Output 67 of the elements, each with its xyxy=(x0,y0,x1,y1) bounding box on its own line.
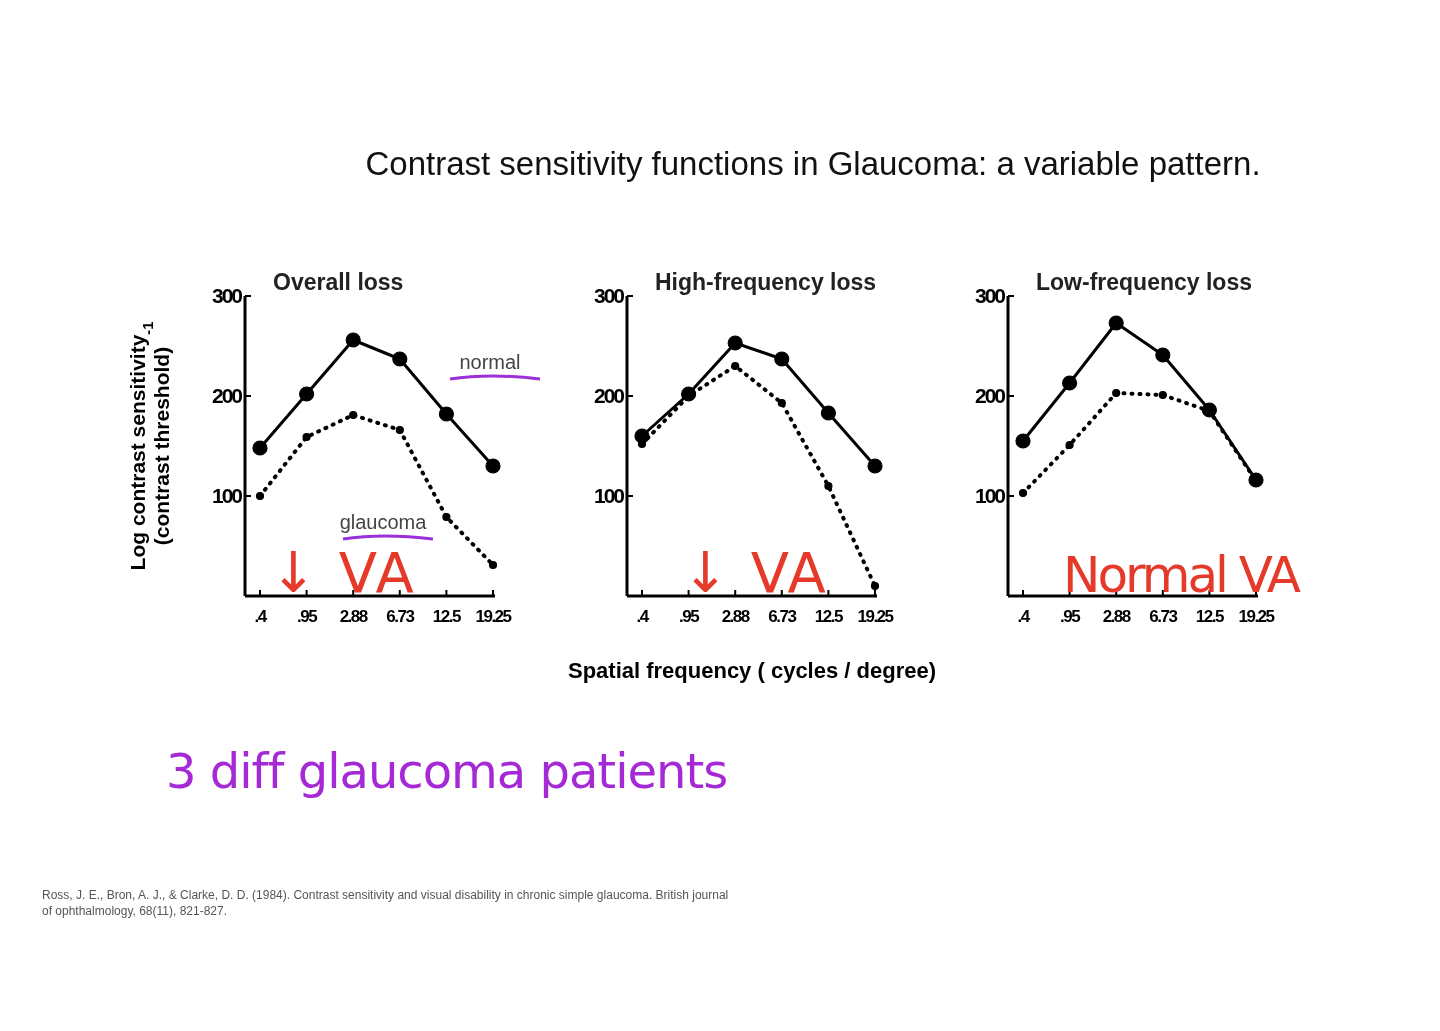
x-tick-label: 19.25 xyxy=(857,607,894,626)
x-tick-label: 6.73 xyxy=(386,607,415,626)
point xyxy=(442,512,451,522)
point xyxy=(299,386,315,402)
y-tick-label: 200 xyxy=(593,384,625,408)
point xyxy=(349,410,358,420)
annotation: ↓ VA xyxy=(682,540,828,605)
point xyxy=(1155,347,1171,363)
x-tick-label: 19.25 xyxy=(475,607,512,626)
chart-title: Overall loss xyxy=(273,269,404,295)
point xyxy=(302,432,311,442)
series-label: normal xyxy=(459,351,521,373)
point xyxy=(395,425,404,435)
chart-title: High-frequency loss xyxy=(655,269,877,295)
point xyxy=(774,351,790,367)
point xyxy=(867,458,883,474)
y-tick-label: 200 xyxy=(211,384,243,408)
x-tick-label: 2.88 xyxy=(339,607,368,626)
y-tick-label: 300 xyxy=(211,284,243,308)
point xyxy=(1065,440,1074,450)
point xyxy=(1018,488,1028,498)
point xyxy=(438,406,454,422)
x-tick-label: 19.25 xyxy=(1238,607,1275,626)
point xyxy=(820,405,836,421)
point xyxy=(1158,390,1167,400)
annotation: Normal VA xyxy=(1063,546,1301,604)
x-tick-label: 2.88 xyxy=(1102,607,1131,626)
point xyxy=(727,335,743,351)
x-tick-label: .95 xyxy=(1060,607,1081,626)
x-tick-label: .95 xyxy=(297,607,318,626)
y-tick-label: 100 xyxy=(211,484,243,508)
y-tick-label: 300 xyxy=(593,284,625,308)
x-tick-label: 12.5 xyxy=(814,607,843,626)
point xyxy=(1062,375,1078,391)
x-tick-label: .4 xyxy=(254,607,268,626)
point xyxy=(488,560,498,570)
x-tick-label: 6.73 xyxy=(1149,607,1178,626)
point xyxy=(392,351,408,367)
point xyxy=(870,581,880,591)
chart-title: Low-frequency loss xyxy=(1036,269,1252,295)
text: Contrast sensitivity functions in Glaucoma: a variable pattern. xyxy=(365,145,1261,182)
point xyxy=(824,481,833,491)
point xyxy=(731,361,740,371)
point xyxy=(485,458,501,474)
x-tick-label: 12.5 xyxy=(432,607,461,626)
x-tick-label: .4 xyxy=(1017,607,1031,626)
point xyxy=(777,398,786,408)
point xyxy=(252,440,268,456)
point xyxy=(345,332,361,348)
text: Ross, J. E., Bron, A. J., & Clarke, D. D. (1984). Contrast sensitivity and visual disability in chronic simple glaucoma. British journal of ophthalmology, 68(11), 821-827. xyxy=(42,888,729,918)
x-tick-label: .95 xyxy=(679,607,700,626)
y-tick-label: 200 xyxy=(974,384,1006,408)
x-axis-title: Spatial frequency ( cycles / degree) xyxy=(567,658,937,683)
annotation: ↓ VA xyxy=(270,540,416,605)
point xyxy=(255,491,265,501)
series-label: glaucoma xyxy=(339,511,428,533)
x-tick-label: 12.5 xyxy=(1195,607,1224,626)
x-tick-label: 2.88 xyxy=(721,607,750,626)
point xyxy=(1015,433,1031,449)
point xyxy=(1112,388,1121,398)
x-tick-label: .4 xyxy=(636,607,650,626)
y-tick-label: 100 xyxy=(974,484,1006,508)
text: 3 diff glaucoma patients xyxy=(166,743,728,799)
point xyxy=(1108,315,1124,331)
x-tick-label: 6.73 xyxy=(768,607,797,626)
y-tick-label: 100 xyxy=(593,484,625,508)
y-tick-label: 300 xyxy=(974,284,1006,308)
